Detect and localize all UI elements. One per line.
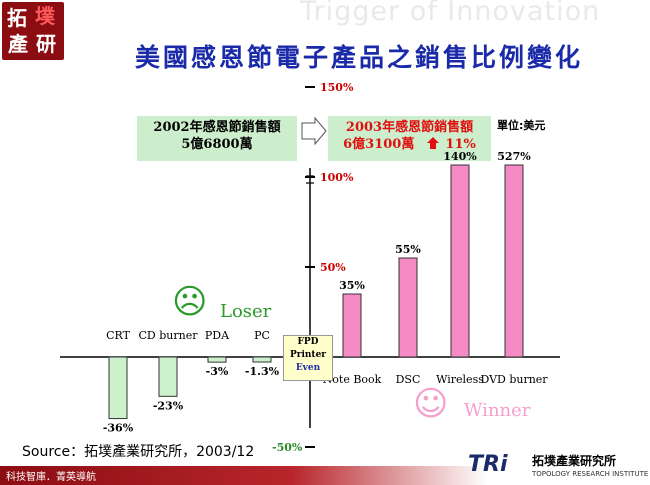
arrow-right-icon: [301, 116, 327, 146]
bar: [450, 164, 470, 358]
even-line-fpd: FPD: [297, 337, 319, 347]
sales-2002-box: 2002年感恩節銷售額 5億6800萬: [137, 116, 297, 161]
bar: [158, 356, 178, 397]
value-label: -23%: [153, 399, 184, 412]
page-title: 美國感恩節電子產品之銷售比例變化: [134, 43, 583, 72]
tri-institute-name: 拓墣產業研究所: [532, 454, 617, 468]
brand-logo: 拓 墣 產 研: [2, 2, 64, 60]
value-label: -36%: [103, 422, 134, 435]
tagline-watermark: Trigger of Innovation: [300, 0, 601, 27]
logo-char: 拓: [7, 6, 27, 30]
category-label: CRT: [106, 329, 131, 342]
category-label: PC: [254, 329, 270, 342]
sales-2003-growth: 11%: [445, 137, 476, 152]
bar: [398, 257, 418, 358]
tri-institute-subtitle: TOPOLOGY RESEARCH INSTITUTE: [532, 470, 649, 478]
happy-face-icon: ☺: [413, 384, 449, 424]
unit-label: 單位:美元: [497, 119, 546, 132]
bar: [504, 164, 524, 358]
y-tick-label: 100%: [320, 171, 354, 184]
loser-label: Loser: [220, 301, 272, 322]
footer-slogan: 科技智庫．菁英導航: [6, 472, 96, 483]
sales-2002-value: 5億6800萬: [181, 137, 253, 152]
y-tick-label: 150%: [320, 81, 354, 94]
logo-char: 研: [36, 32, 56, 56]
category-label: DVD burner: [480, 373, 548, 386]
y-tick-label: -50%: [272, 441, 303, 454]
category-label: Wireless: [436, 373, 484, 386]
y-tick-label: 50%: [320, 261, 346, 274]
value-label: 527%: [497, 150, 531, 163]
category-label: DSC: [396, 373, 421, 386]
category-label: Note Book: [323, 373, 382, 386]
even-line-printer: Printer: [289, 350, 327, 360]
value-label: 140%: [443, 150, 477, 163]
even-category-box: FPD Printer Even: [283, 335, 333, 381]
sales-2003-label: 2003年感恩節銷售額: [345, 120, 474, 135]
tri-logo: TRi: [468, 452, 508, 477]
sad-face-icon: ☹: [172, 282, 208, 322]
even-line-label: Even: [295, 363, 321, 373]
category-label: CD burner: [139, 329, 199, 342]
bar: [252, 356, 272, 363]
value-label: 55%: [395, 243, 421, 256]
logo-char: 產: [8, 32, 28, 56]
source-note: Source：拓墣產業研究所，2003/12: [22, 444, 255, 460]
up-arrow-icon: [426, 137, 439, 154]
logo-char: 墣: [35, 4, 55, 28]
footer-bar: [0, 466, 650, 485]
sales-2003-value: 6億3100萬: [343, 137, 415, 152]
value-label: 35%: [339, 279, 365, 292]
bar: [108, 356, 128, 420]
bar: [342, 293, 362, 358]
category-label: PDA: [205, 329, 230, 342]
value-label: -3%: [206, 365, 229, 378]
winner-label: Winner: [464, 400, 531, 421]
sales-2003-box: 2003年感恩節銷售額 6億3100萬 11%: [328, 116, 491, 161]
bar: [207, 356, 227, 363]
sales-2002-label: 2002年感恩節銷售額: [153, 120, 281, 135]
value-label: -1.3%: [245, 365, 280, 378]
